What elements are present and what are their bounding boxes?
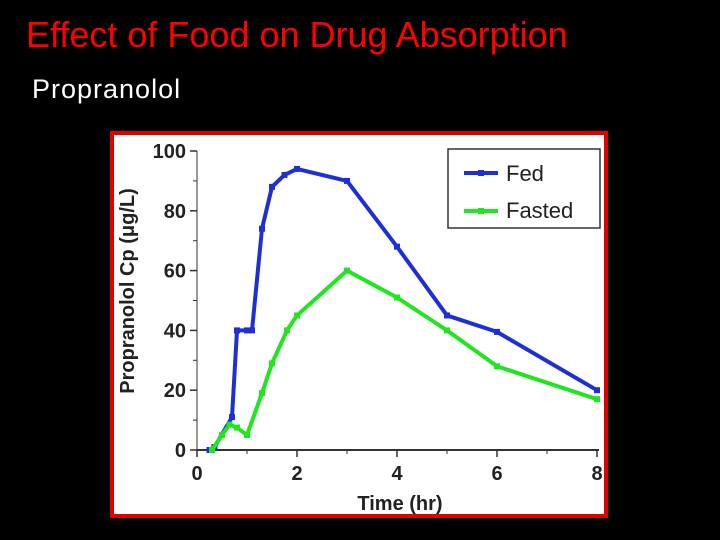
y-tick-label: 60 <box>164 261 186 283</box>
y-tick-label: 100 <box>153 141 186 163</box>
data-point-fasted <box>594 396 600 403</box>
data-point-fasted <box>284 327 290 334</box>
data-point-fasted <box>294 312 300 319</box>
y-tick-label: 0 <box>175 440 186 462</box>
data-point-fed <box>244 327 250 334</box>
data-point-fed <box>294 165 300 172</box>
slide-title: Effect of Food on Drug Absorption <box>26 14 568 55</box>
legend-marker-fasted <box>478 208 484 214</box>
data-point-fasted <box>269 360 275 367</box>
legend: Fed Fasted <box>447 148 601 229</box>
x-tick-label: 0 <box>191 463 202 485</box>
data-point-fed <box>281 171 288 178</box>
x-tick-label: 2 <box>291 463 302 485</box>
legend-marker-fed <box>478 170 484 176</box>
y-tick-label: 40 <box>164 320 186 342</box>
legend-label-fasted: Fasted <box>506 198 573 223</box>
data-point-fed <box>394 243 400 250</box>
data-point-fed <box>229 414 235 421</box>
data-point-fed <box>594 387 600 394</box>
data-point-fed <box>249 327 255 334</box>
slide-subtitle: Propranolol <box>32 74 182 104</box>
x-tick-label: 8 <box>591 463 602 485</box>
y-tick-label: 80 <box>164 201 186 223</box>
x-ticks: 0 2 4 6 8 <box>191 450 603 485</box>
x-tick-label: 6 <box>491 463 502 485</box>
series-layer <box>206 165 600 453</box>
x-axis-title: Time (hr) <box>357 493 442 514</box>
data-point-fasted <box>244 432 250 439</box>
y-ticks: 0 20 40 60 80 100 <box>153 141 197 462</box>
data-point-fed <box>234 327 240 334</box>
x-tick-label: 4 <box>391 463 403 485</box>
y-axis-title: Propranolol Cp (μg/L) <box>117 188 139 394</box>
data-point-fasted <box>444 327 450 334</box>
data-point-fed <box>269 183 275 190</box>
data-point-fasted <box>209 447 215 453</box>
data-point-fasted <box>344 267 350 274</box>
legend-label-fed: Fed <box>506 161 544 186</box>
data-point-fasted <box>219 432 225 439</box>
data-point-fasted <box>226 421 233 428</box>
data-point-fed <box>444 312 450 319</box>
data-point-fasted <box>234 424 240 431</box>
line-chart: 0 20 40 60 80 100 0 2 4 6 8 Time (hr) Propranolol… <box>117 141 603 514</box>
data-point-fasted <box>394 294 400 301</box>
y-tick-label: 20 <box>164 380 186 402</box>
data-point-fasted <box>259 390 265 397</box>
data-point-fasted <box>494 363 500 370</box>
chart-frame: 0 20 40 60 80 100 0 2 4 6 8 Time (hr) Propranolol… <box>110 131 608 518</box>
data-point-fed <box>344 177 350 184</box>
legend-box <box>447 148 601 229</box>
data-point-fed <box>494 328 500 335</box>
data-point-fed <box>259 225 265 232</box>
